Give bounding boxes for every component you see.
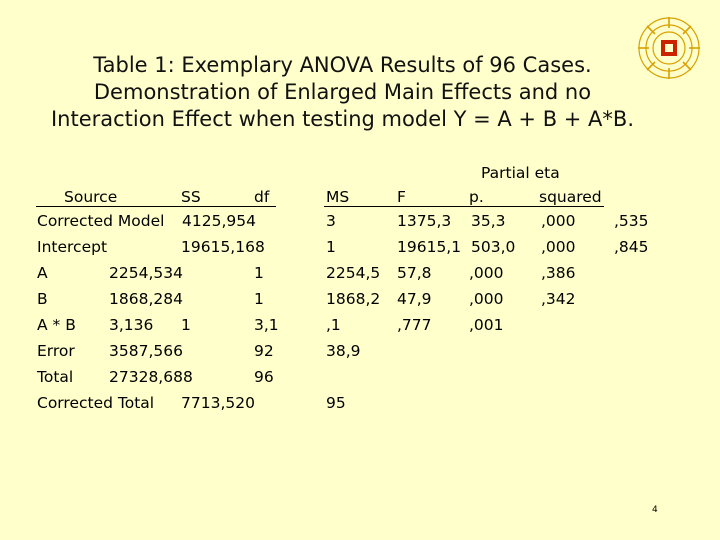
header-p: p. [469,188,484,206]
row-total-df: 96 [254,368,274,386]
row-corrected-total-ss: 7713,520 [181,394,255,412]
header-ms: MS [326,188,350,206]
header-partial-eta: Partial eta [481,164,560,182]
row-b-f: 47,9 [397,290,432,308]
row-error-df: 92 [254,342,274,360]
row-axb-label: A * B [37,316,76,334]
row-a-ss: 2254,534 [109,264,183,282]
row-axb-p: ,001 [469,316,504,334]
row-a-f: 57,8 [397,264,432,282]
title-line-3: Interaction Effect when testing model Y … [50,107,635,131]
title-line-1: Table 1: Exemplary ANOVA Results of 96 C… [93,53,592,77]
row-a-p: ,000 [469,264,504,282]
row-b-ms: 1868,2 [326,290,381,308]
row-intercept-sq: ,000 [541,238,576,256]
row-a-sq: ,386 [541,264,576,282]
header-ss: SS [181,188,201,206]
row-corrected-model-ss: 4125,954 [182,212,256,230]
row-corrected-model-sq: ,000 [541,212,576,230]
row-total-ss: 27328,688 [109,368,193,386]
row-intercept-ms: 1 [326,238,336,256]
row-total-label: Total [37,368,74,386]
row-axb-f: ,777 [397,316,432,334]
row-a-df: 1 [254,264,264,282]
header-f: F [397,188,406,206]
header-rule-left [36,206,276,207]
row-intercept-extra: ,845 [614,238,649,256]
university-logo-icon [638,17,700,79]
slide-title: Table 1: Exemplary ANOVA Results of 96 C… [0,52,685,133]
row-corrected-total-ms: 95 [326,394,346,412]
row-corrected-model-ms: 3 [326,212,336,230]
row-b-df: 1 [254,290,264,308]
row-b-label: B [37,290,48,308]
row-intercept-ss: 19615,168 [181,238,265,256]
row-corrected-total-label: Corrected Total [37,394,155,412]
row-intercept-label: Intercept [37,238,108,256]
title-line-2: Demonstration of Enlarged Main Effects a… [93,80,592,104]
row-corrected-model-f: 1375,3 [397,212,452,230]
row-axb-ms: ,1 [326,316,341,334]
row-b-ss: 1868,284 [109,290,183,308]
header-df: df [254,188,270,206]
row-intercept-f: 19615,1 [397,238,462,256]
row-corrected-model-extra: ,535 [614,212,649,230]
header-rule-right [324,206,604,207]
header-source: Source [64,188,118,206]
row-axb-df: 1 [181,316,191,334]
row-error-ss: 3587,566 [109,342,183,360]
row-b-sq: ,342 [541,290,576,308]
row-corrected-model-p: 35,3 [471,212,506,230]
row-error-label: Error [37,342,75,360]
row-intercept-p: 503,0 [471,238,516,256]
page-number: 4 [652,505,658,515]
row-axb-ss: 3,136 [109,316,154,334]
row-a-label: A [37,264,48,282]
row-corrected-model-label: Corrected Model [37,212,165,230]
row-axb-df2: 3,1 [254,316,279,334]
row-error-ms: 38,9 [326,342,361,360]
header-squared: squared [539,188,602,206]
row-a-ms: 2254,5 [326,264,381,282]
row-b-p: ,000 [469,290,504,308]
